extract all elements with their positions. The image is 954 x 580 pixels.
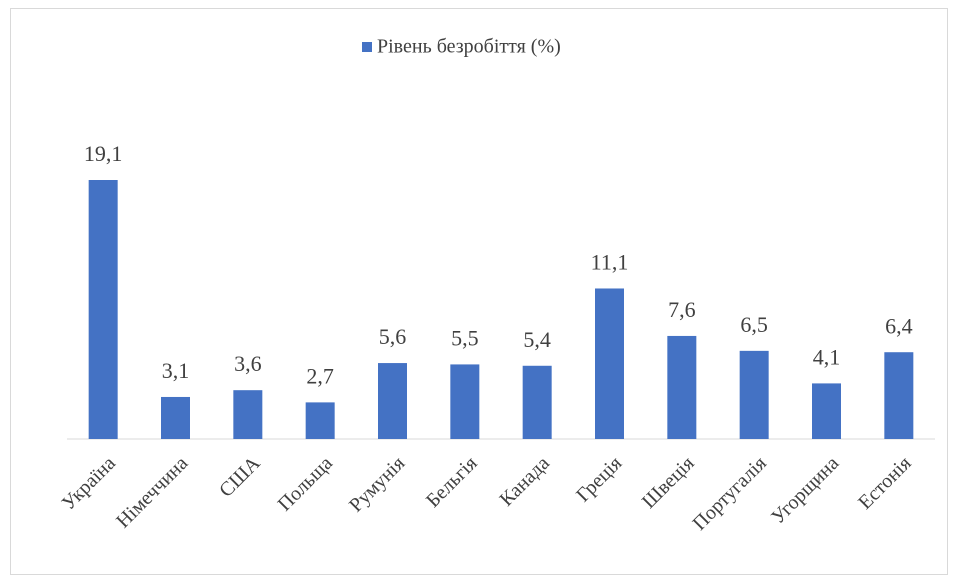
- bar: [667, 335, 697, 439]
- bar: [812, 383, 841, 439]
- data-label: 19,1: [84, 141, 123, 166]
- chart-frame: [10, 8, 948, 575]
- bar: [450, 364, 480, 439]
- legend-swatch: [362, 42, 372, 52]
- bar: [595, 288, 624, 439]
- data-label: 5,4: [523, 327, 551, 352]
- bar: [378, 363, 407, 439]
- bar: [88, 180, 118, 439]
- legend-label: Рівень безробіття (%): [377, 36, 561, 58]
- data-label: 2,7: [306, 363, 334, 388]
- data-label: 5,6: [379, 324, 407, 349]
- data-label: 6,4: [885, 313, 913, 338]
- bar: [305, 402, 335, 439]
- data-label: 4,1: [813, 344, 841, 369]
- bar: [233, 390, 263, 439]
- data-label: 7,6: [668, 297, 696, 322]
- data-label: 6,5: [740, 312, 768, 337]
- data-label: 3,1: [162, 358, 190, 383]
- bar: [161, 396, 190, 439]
- data-label: 11,1: [591, 250, 629, 275]
- bar: [522, 365, 552, 439]
- bar: [739, 350, 769, 439]
- data-label: 5,5: [451, 325, 479, 350]
- bar: [884, 352, 914, 439]
- data-label: 3,6: [234, 351, 262, 376]
